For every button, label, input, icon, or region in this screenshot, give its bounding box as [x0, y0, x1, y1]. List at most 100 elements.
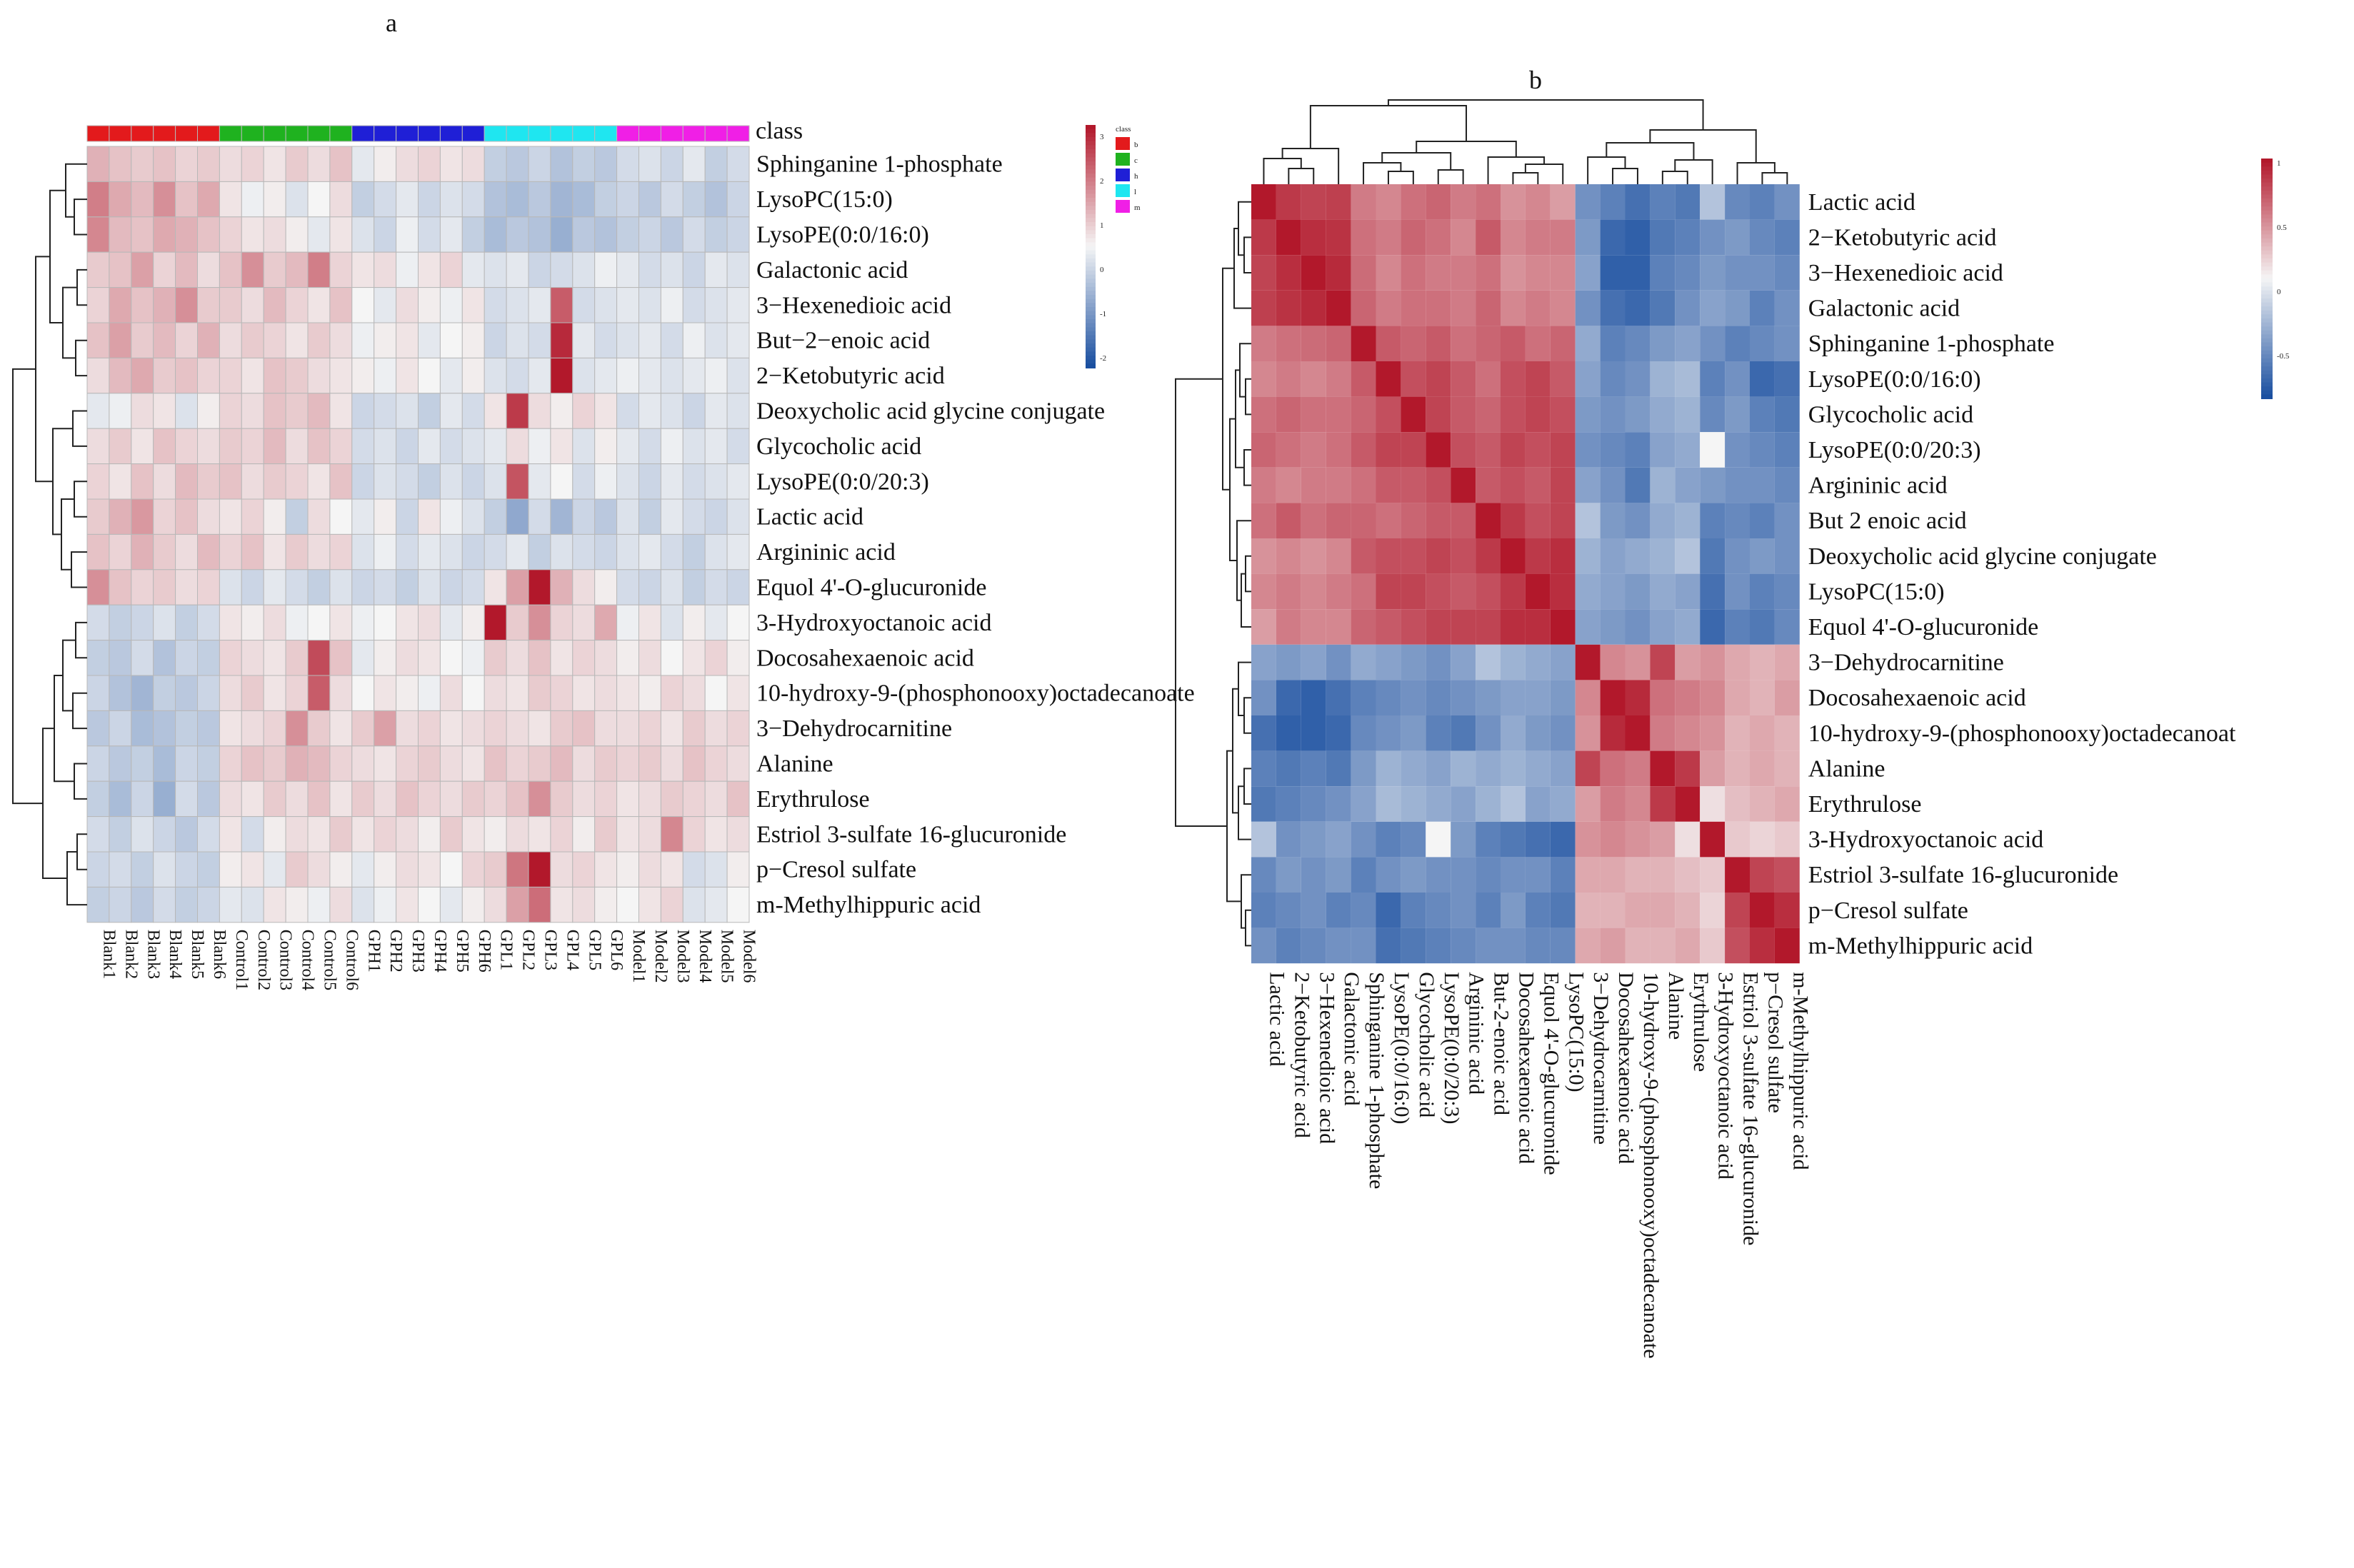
legend-swatch: [1086, 145, 1096, 150]
heatmap-cell: [1351, 361, 1376, 397]
heatmap-cell: [263, 463, 286, 500]
heatmap-cell: [506, 675, 529, 711]
heatmap-cell: [461, 251, 485, 288]
heatmap-cell: [374, 604, 397, 641]
heatmap-cell: [1550, 928, 1576, 964]
heatmap-cell: [175, 322, 199, 358]
heatmap-cell: [528, 287, 551, 323]
dendrogram-branch: [1222, 267, 1234, 491]
heatmap-cell: [1774, 538, 1800, 574]
heatmap-cell: [461, 322, 485, 358]
heatmap-cell: [1625, 786, 1651, 822]
heatmap-cell: [175, 393, 199, 429]
heatmap-cell: [1426, 680, 1451, 715]
heatmap-cell: [307, 604, 331, 641]
heatmap-cell: [1625, 184, 1651, 220]
heatmap-cell: [506, 604, 529, 641]
heatmap-cell: [1426, 573, 1451, 610]
heatmap-cell: [131, 780, 154, 818]
heatmap-cell: [594, 816, 618, 853]
heatmap-cell: [726, 886, 750, 923]
heatmap-cell: [638, 569, 661, 605]
legend-swatch: [2261, 302, 2273, 308]
heatmap-cell: [704, 745, 728, 782]
heatmap-cell: [1725, 326, 1750, 361]
heatmap-cell: [572, 604, 596, 641]
heatmap-cell: [704, 146, 728, 182]
row-label: 10-hydroxy-9-(phosphonooxy)octadecanoat: [1808, 720, 2236, 747]
heatmap-cell: [572, 251, 596, 288]
heatmap-cell: [241, 357, 264, 394]
heatmap-cell: [418, 251, 441, 288]
heatmap-cell: [1675, 396, 1701, 433]
heatmap-cell: [307, 287, 331, 323]
legend-swatch: [1086, 262, 1096, 268]
heatmap-cell: [219, 710, 242, 747]
heatmap-cell: [1451, 326, 1476, 361]
heatmap-cell: [329, 851, 353, 888]
heatmap-cell: [109, 533, 132, 571]
heatmap-cell: [1251, 219, 1276, 256]
heatmap-cell: [241, 251, 264, 288]
heatmap-cell: [219, 146, 242, 182]
heatmap-cell: [1401, 432, 1426, 468]
heatmap-cell: [682, 780, 706, 818]
heatmap-cell: [616, 287, 639, 323]
dendrogram-branch: [1587, 156, 1626, 184]
dendrogram-branch: [74, 481, 87, 518]
heatmap-cell: [594, 745, 618, 782]
heatmap-cell: [506, 745, 529, 782]
heatmap-cell: [1675, 609, 1701, 645]
heatmap-cell: [1625, 290, 1651, 326]
row-label: Glycocholic acid: [756, 433, 921, 460]
heatmap-cell: [1725, 609, 1750, 645]
heatmap-cell: [1276, 184, 1301, 220]
heatmap-cell: [572, 463, 596, 500]
heatmap-cell: [616, 498, 639, 535]
row-label: LysoPE(0:0/20:3): [756, 468, 929, 495]
heatmap-cell: [175, 710, 199, 747]
heatmap-cell: [1575, 326, 1601, 361]
heatmap-cell: [153, 393, 176, 429]
row-label: Lactic acid: [756, 504, 863, 531]
heatmap-cell: [528, 357, 551, 394]
heatmap-cell: [439, 745, 463, 782]
row-label: Docosahexaenoic acid: [756, 645, 974, 671]
heatmap-cell: [307, 745, 331, 782]
heatmap-cell: [1301, 680, 1326, 715]
heatmap-cell: [594, 604, 618, 641]
heatmap-cell: [175, 428, 199, 465]
heatmap-cell: [726, 533, 750, 571]
heatmap-cell: [175, 357, 199, 394]
heatmap-cell: [638, 322, 661, 358]
heatmap-cell: [1725, 503, 1750, 538]
heatmap-cell: [131, 569, 154, 605]
heatmap-cell: [1675, 219, 1701, 256]
heatmap-cell: [1725, 467, 1750, 503]
heatmap-cell: [396, 428, 419, 465]
heatmap-cell: [396, 393, 419, 429]
legend-swatch: [2261, 190, 2273, 196]
heatmap-cell: [1351, 644, 1376, 680]
heatmap-cell: [1326, 255, 1351, 291]
legend-swatch: [2261, 198, 2273, 203]
heatmap-cell: [263, 393, 286, 429]
heatmap-cell: [484, 463, 507, 500]
row-label: Galactonic acid: [1808, 296, 1960, 322]
heatmap-cell: [1525, 786, 1551, 822]
heatmap-cell: [1625, 255, 1651, 291]
heatmap-cell: [1251, 290, 1276, 326]
heatmap-cell: [1501, 821, 1526, 858]
heatmap-cell: [1351, 290, 1376, 326]
heatmap-cell: [616, 357, 639, 394]
heatmap-cell: [638, 533, 661, 571]
heatmap-cell: [109, 322, 132, 358]
heatmap-cell: [1575, 644, 1601, 680]
heatmap-cell: [241, 498, 264, 535]
legend-swatch: [2261, 179, 2273, 184]
heatmap-cell: [1326, 750, 1351, 787]
heatmap-cell: [1476, 644, 1501, 680]
heatmap-cell: [1351, 184, 1376, 220]
row-label: p−Cresol sulfate: [1808, 898, 1968, 924]
heatmap-cell: [572, 428, 596, 465]
